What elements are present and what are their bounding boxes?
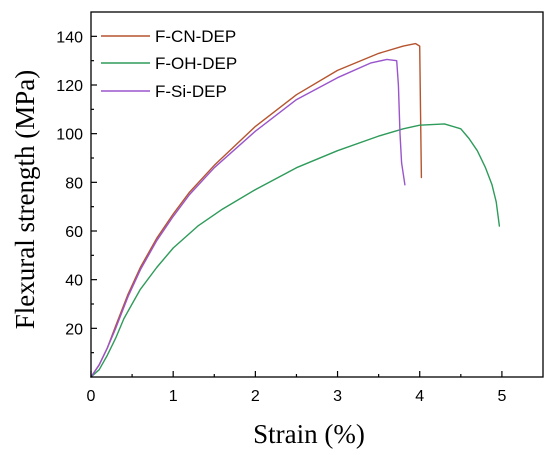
y-tick-label: 140 <box>56 29 83 46</box>
series-line-f-si-dep <box>90 58 406 378</box>
x-tick-label: 0 <box>87 388 96 405</box>
y-tick-label: 80 <box>65 175 83 192</box>
series-line-f-oh-dep <box>90 123 501 378</box>
y-tick-label: 40 <box>65 273 83 290</box>
y-axis-title: Flexural strength (MPa) <box>10 70 40 329</box>
legend-label-f-cn-dep: F-CN-DEP <box>155 27 236 46</box>
axes: 0 1 2 3 4 5 20 40 60 80 100 120 140 <box>56 11 544 405</box>
y-tick-label: 20 <box>65 321 83 338</box>
x-tick-label: 4 <box>415 388 424 405</box>
legend: F-CN-DEP F-OH-DEP F-Si-DEP <box>101 27 237 101</box>
x-axis-title: Strain (%) <box>253 419 365 449</box>
x-tick-label: 1 <box>169 388 178 405</box>
legend-label-f-si-dep: F-Si-DEP <box>155 82 227 101</box>
x-tick-label: 3 <box>333 388 342 405</box>
y-tick-label: 100 <box>56 127 83 144</box>
x-tick-label: 2 <box>251 388 260 405</box>
y-tick-label: 120 <box>56 78 83 95</box>
y-tick-label: 60 <box>65 224 83 241</box>
series-line-f-cn-dep <box>90 42 423 378</box>
series-lines <box>90 42 501 378</box>
x-tick-label: 5 <box>497 388 506 405</box>
plot-frame <box>90 11 544 378</box>
legend-label-f-oh-dep: F-OH-DEP <box>155 54 237 73</box>
